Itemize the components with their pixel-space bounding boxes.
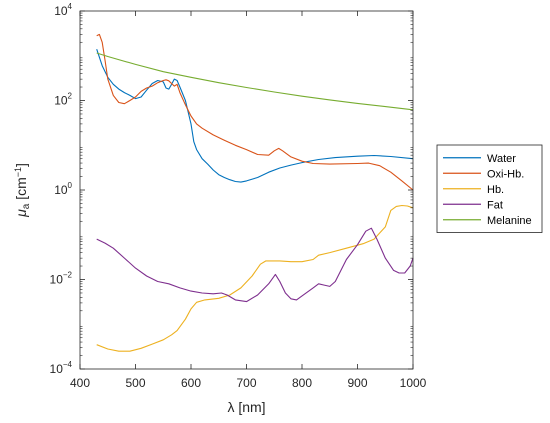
y-axis-label-symbol: μ bbox=[13, 209, 29, 218]
x-tick-label: 500 bbox=[125, 376, 145, 390]
x-tick-label: 600 bbox=[181, 376, 201, 390]
x-tick-label: 400 bbox=[70, 376, 90, 390]
x-tick-label: 1000 bbox=[400, 376, 427, 390]
y-tick-label: 10−2 bbox=[50, 271, 73, 287]
y-axis-label-unit: [cm bbox=[13, 177, 29, 203]
legend-label-melanine: Melanine bbox=[487, 215, 532, 227]
legend-label-water: Water bbox=[487, 153, 516, 165]
legend-items: Water Oxi-Hb. Hb. Fat Melanine bbox=[443, 153, 532, 227]
tick-layer: 400 500 600 700 800 900 1000 10−4 10−2 100 102 104 bbox=[50, 2, 427, 390]
series-line-fat bbox=[96, 227, 414, 303]
y-axis-label-unit-exponent: −1 bbox=[13, 167, 23, 177]
y-tick-label: 100 bbox=[54, 181, 72, 197]
x-tick-label: 700 bbox=[236, 376, 256, 390]
y-axis-label-unit-close: ] bbox=[13, 163, 29, 167]
y-tick-label: 102 bbox=[54, 92, 72, 108]
y-axis-label: μa [cm−1] bbox=[13, 163, 32, 218]
y-tick-label: 104 bbox=[54, 2, 72, 18]
plot-area bbox=[80, 11, 413, 369]
series-layer bbox=[96, 33, 414, 352]
legend: Water Oxi-Hb. Hb. Fat Melanine bbox=[436, 144, 543, 233]
x-tick-label: 800 bbox=[292, 376, 312, 390]
legend-label-fat: Fat bbox=[487, 199, 503, 211]
y-tick-label: 10−4 bbox=[50, 360, 73, 376]
legend-label-hb: Hb. bbox=[487, 184, 504, 196]
series-line-oxi-hb bbox=[96, 33, 414, 191]
x-axis-label: λ [nm] bbox=[227, 399, 265, 415]
x-tick-label: 900 bbox=[347, 376, 367, 390]
series-line-water bbox=[96, 49, 414, 183]
series-line-melanine bbox=[96, 52, 414, 111]
legend-label-oxi-hb: Oxi-Hb. bbox=[487, 168, 524, 180]
y-axis-label-subscript: a bbox=[21, 203, 32, 209]
series-line-hb bbox=[96, 204, 414, 352]
